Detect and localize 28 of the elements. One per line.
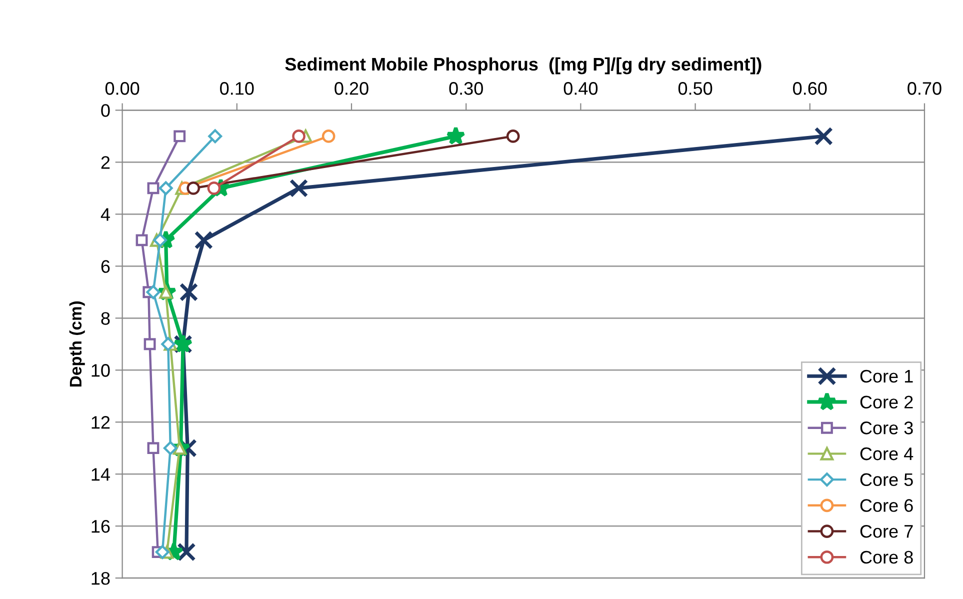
- y-tick-label: 6: [101, 260, 110, 273]
- x-tick-label: 0.50: [678, 82, 712, 95]
- x-tick-label: 0.10: [220, 82, 254, 95]
- x-tick-label: 0.20: [334, 82, 368, 95]
- x-tick-label: 0.30: [449, 82, 483, 95]
- legend-label: Core 5: [860, 473, 913, 486]
- x-tick-label: 0.60: [793, 82, 827, 95]
- legend-label: Core 6: [860, 499, 913, 512]
- x-axis-title: Sediment Mobile Phosphorus ([mg P]/[g dry sediment]): [285, 57, 762, 74]
- x-tick-label: 0.70: [908, 82, 942, 95]
- y-tick-label: 18: [92, 572, 110, 585]
- y-tick-label: 14: [92, 468, 110, 481]
- y-tick-label: 10: [92, 364, 110, 377]
- legend-label: Core 1: [860, 370, 913, 383]
- y-tick-label: 4: [100, 208, 110, 221]
- legend-label: Core 8: [860, 550, 913, 564]
- legend-label: Core 2: [860, 396, 913, 408]
- y-tick-label: 12: [92, 416, 110, 429]
- x-tick-label: 0.00: [105, 82, 140, 95]
- y-tick-label: 0: [101, 104, 110, 117]
- y-tick-label: 16: [92, 520, 110, 533]
- y-tick-label: 2: [101, 156, 110, 169]
- y-axis-title: Depth (cm): [69, 301, 85, 387]
- y-tick-label: 8: [101, 312, 110, 325]
- x-tick-label: 0.40: [564, 82, 598, 95]
- legend-label: Core 3: [860, 422, 913, 434]
- legend-label: Core 4: [860, 447, 914, 460]
- legend-label: Core 7: [860, 524, 913, 538]
